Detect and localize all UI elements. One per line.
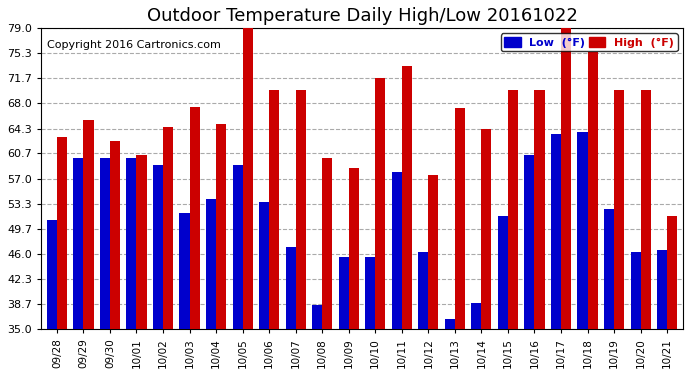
- Bar: [322, 158, 333, 329]
- Bar: [137, 154, 146, 329]
- Bar: [455, 108, 465, 329]
- Bar: [269, 90, 279, 329]
- Bar: [418, 252, 428, 329]
- Bar: [508, 90, 518, 329]
- Bar: [233, 165, 243, 329]
- Bar: [365, 257, 375, 329]
- Bar: [296, 90, 306, 329]
- Bar: [100, 158, 110, 329]
- Bar: [163, 127, 173, 329]
- Bar: [498, 216, 508, 329]
- Bar: [667, 216, 677, 329]
- Bar: [551, 134, 561, 329]
- Legend: Low  (°F), High  (°F): Low (°F), High (°F): [500, 33, 678, 51]
- Text: Copyright 2016 Cartronics.com: Copyright 2016 Cartronics.com: [48, 40, 221, 50]
- Bar: [179, 213, 190, 329]
- Bar: [57, 138, 67, 329]
- Bar: [561, 24, 571, 329]
- Bar: [482, 129, 491, 329]
- Bar: [110, 141, 120, 329]
- Bar: [657, 251, 667, 329]
- Bar: [216, 124, 226, 329]
- Bar: [206, 199, 216, 329]
- Bar: [588, 52, 598, 329]
- Bar: [243, 28, 253, 329]
- Bar: [535, 90, 544, 329]
- Bar: [83, 120, 94, 329]
- Bar: [348, 168, 359, 329]
- Bar: [471, 303, 482, 329]
- Bar: [339, 257, 348, 329]
- Bar: [286, 247, 296, 329]
- Bar: [259, 202, 269, 329]
- Bar: [375, 78, 385, 329]
- Title: Outdoor Temperature Daily High/Low 20161022: Outdoor Temperature Daily High/Low 20161…: [146, 7, 578, 25]
- Bar: [153, 165, 163, 329]
- Bar: [578, 132, 588, 329]
- Bar: [604, 209, 614, 329]
- Bar: [126, 158, 137, 329]
- Bar: [614, 90, 624, 329]
- Bar: [190, 106, 199, 329]
- Bar: [640, 90, 651, 329]
- Bar: [428, 175, 438, 329]
- Bar: [524, 154, 535, 329]
- Bar: [392, 172, 402, 329]
- Bar: [445, 319, 455, 329]
- Bar: [402, 66, 412, 329]
- Bar: [312, 305, 322, 329]
- Bar: [47, 220, 57, 329]
- Bar: [73, 158, 83, 329]
- Bar: [631, 252, 640, 329]
